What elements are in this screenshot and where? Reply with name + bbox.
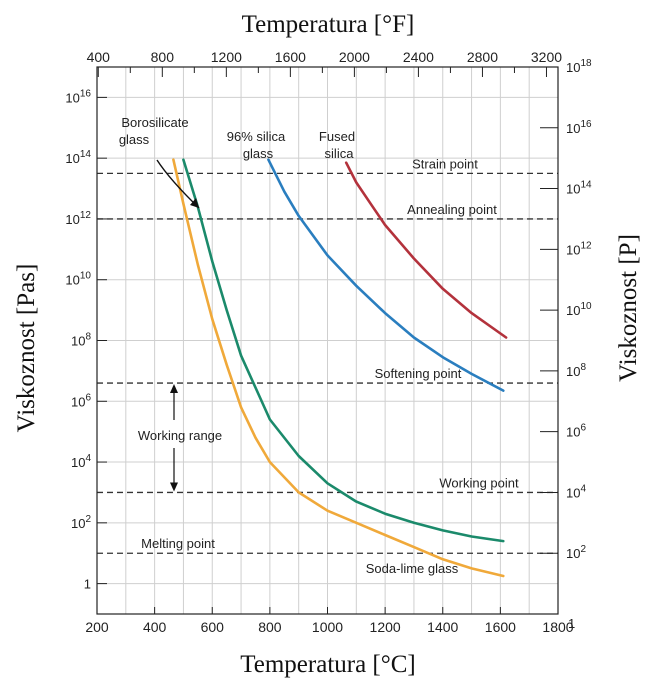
series-line (344, 161, 508, 339)
top-tick-label: 2800 (467, 49, 498, 65)
left-tick-label: 1010 (65, 271, 91, 288)
series-line (267, 158, 505, 392)
series-layer (172, 158, 508, 578)
borosilicate-label: Borosilicate (121, 115, 188, 130)
series-line (172, 158, 505, 578)
left-tick-label: 1014 (65, 149, 91, 166)
fused-silica-label: silica (325, 146, 355, 161)
working-range-label: Working range (138, 428, 222, 443)
right-tick-label: 1018 (566, 58, 592, 75)
right-tick-label: 1016 (566, 119, 592, 136)
x-tick-label: 400 (143, 619, 167, 635)
right-tick-label: 106 (566, 423, 586, 440)
right-tick-label: 1014 (566, 180, 592, 197)
top-tick-label: 800 (151, 49, 175, 65)
x-axis-title: Temperatura [°C] (240, 651, 416, 678)
top-axis-title: Temperatura [°F] (242, 11, 415, 38)
working-range-arrowhead (170, 482, 178, 492)
reference-line-label: Melting point (141, 536, 215, 551)
top-tick-label: 400 (87, 49, 111, 65)
x-tick-label: 1600 (485, 619, 516, 635)
annotations: Strain point Annealing point Softening poi… (119, 115, 519, 576)
left-tick-label: 106 (71, 392, 91, 409)
borosilicate-label: glass (119, 132, 150, 147)
right-tick-label: 108 (566, 362, 586, 379)
x-tick-label: 1800 (542, 619, 573, 635)
x-tick-label: 1200 (370, 619, 401, 635)
x-tick-label: 1400 (427, 619, 458, 635)
reference-line-label: Strain point (412, 156, 478, 171)
left-tick-label: 1 (84, 577, 91, 592)
left-tick-label: 1016 (65, 88, 91, 105)
top-tick-label: 1600 (275, 49, 306, 65)
left-tick-label: 102 (71, 514, 91, 531)
top-tick-label: 2400 (403, 49, 434, 65)
right-tick-label: 1012 (566, 240, 592, 257)
right-tick-label: 1 (568, 616, 575, 631)
right-axis-title: Viskoznost [P] (615, 234, 642, 382)
fused-silica-label: Fused (319, 129, 355, 144)
reference-line-label: Annealing point (407, 202, 497, 217)
right-tick-label: 104 (566, 483, 586, 500)
left-tick-label: 108 (71, 332, 91, 349)
reference-lines (97, 172, 558, 554)
left-tick-label: 104 (71, 453, 91, 470)
silica96-label: 96% silica (227, 129, 286, 144)
reference-line-label: Softening point (375, 366, 462, 381)
soda-lime-label: Soda-lime glass (366, 561, 459, 576)
borosilicate-arrowhead (190, 198, 199, 208)
reference-line-label: Working point (439, 475, 519, 490)
top-tick-label: 3200 (531, 49, 562, 65)
left-axis-title: Viskoznost [Pas] (13, 264, 40, 433)
x-tick-label: 200 (85, 619, 109, 635)
left-tick-label: 1012 (65, 210, 91, 227)
silica96-label: glass (243, 146, 274, 161)
top-tick-label: 1200 (211, 49, 242, 65)
x-tick-label: 800 (258, 619, 282, 635)
x-tick-label: 1000 (312, 619, 343, 635)
top-tick-label: 2000 (339, 49, 370, 65)
series-line (182, 158, 505, 543)
right-tick-label: 102 (566, 544, 586, 561)
working-range-arrowhead (170, 384, 178, 394)
right-tick-label: 1010 (566, 301, 592, 318)
x-tick-label: 600 (201, 619, 225, 635)
